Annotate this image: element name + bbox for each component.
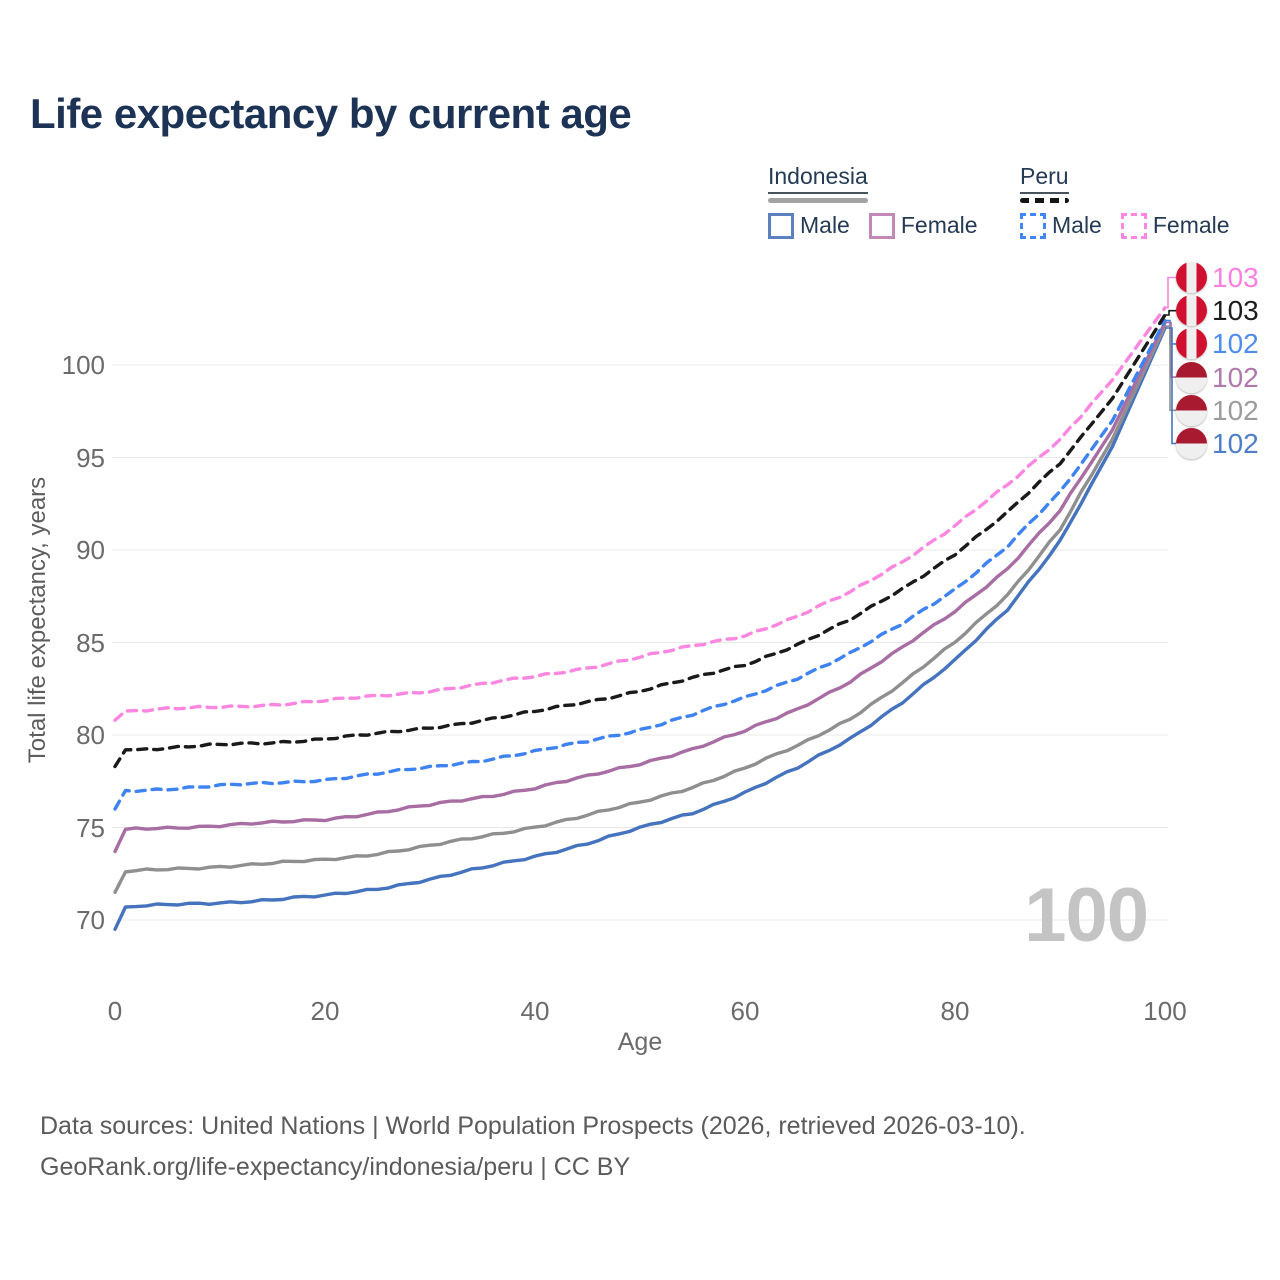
indonesia-total-line-sample xyxy=(768,198,868,203)
end-label-connector-indonesia xyxy=(1165,325,1176,412)
footer: Data sources: United Nations | World Pop… xyxy=(40,1106,1026,1188)
end-value-peru-male: 102 xyxy=(1212,328,1259,360)
end-label-connector-peru xyxy=(1165,309,1176,316)
end-value-indonesia-male: 102 xyxy=(1212,428,1259,459)
legend-item-indonesia-female[interactable]: Female xyxy=(868,212,978,239)
peru-flag-icon xyxy=(1176,262,1207,293)
indonesia-flag-icon xyxy=(1176,361,1207,393)
y-tick-75: 75 xyxy=(76,812,105,843)
legend-item-label: Female xyxy=(1152,212,1230,238)
end-value-peru-female: 103 xyxy=(1212,262,1259,293)
series-line-peru-male[interactable] xyxy=(113,318,1167,811)
end-label-connector-indonesia-female xyxy=(1165,321,1176,378)
indonesia-flag-icon xyxy=(1176,394,1207,426)
x-axis-title: Age xyxy=(617,1028,663,1056)
legend-header-peru[interactable]: Peru xyxy=(1020,163,1069,203)
indonesia-female-swatch-icon xyxy=(868,212,895,239)
indonesia-flag-icon xyxy=(1176,428,1207,459)
series-line-indonesia[interactable] xyxy=(113,324,1167,894)
series-line-indonesia-male[interactable] xyxy=(113,326,1167,931)
end-value-peru: 103 xyxy=(1212,295,1259,327)
legend-country-label: Indonesia xyxy=(768,163,868,194)
x-tick-80: 80 xyxy=(940,996,970,1026)
end-value-indonesia-female: 102 xyxy=(1212,361,1259,393)
y-tick-90: 90 xyxy=(76,535,105,565)
legend-item-label: Female xyxy=(900,212,978,238)
x-tick-60: 60 xyxy=(730,996,760,1026)
y-tick-70: 70 xyxy=(76,905,105,935)
legend-country-label: Peru xyxy=(1020,163,1069,194)
y-tick-80: 80 xyxy=(76,720,105,750)
y-tick-100: 100 xyxy=(61,350,105,380)
legend-item-indonesia-male[interactable]: Male xyxy=(768,212,850,239)
indonesia-male-swatch-icon xyxy=(768,212,794,239)
legend-item-label: Male xyxy=(1052,212,1102,238)
peru-flag-icon xyxy=(1176,328,1207,360)
legend-group-peru: Peru Male Female xyxy=(1020,163,1230,239)
series-line-peru[interactable] xyxy=(113,313,1167,769)
x-tick-20: 20 xyxy=(310,996,340,1026)
x-tick-40: 40 xyxy=(520,996,550,1026)
data-sources-line: Data sources: United Nations | World Pop… xyxy=(40,1112,1026,1140)
y-tick-95: 95 xyxy=(76,442,105,473)
x-tick-0: 0 xyxy=(107,996,123,1026)
peru-female-swatch-icon xyxy=(1120,212,1147,239)
end-value-indonesia: 102 xyxy=(1212,394,1259,426)
peru-total-line-sample xyxy=(1020,198,1069,203)
peru-flag-icon xyxy=(1176,295,1207,327)
attribution-line: GeoRank.org/life-expectancy/indonesia/pe… xyxy=(40,1153,631,1181)
legend-header-indonesia[interactable]: Indonesia xyxy=(768,163,868,203)
legend-item-peru-female[interactable]: Female xyxy=(1120,212,1230,239)
age-counter-watermark: 100 xyxy=(1024,873,1149,958)
y-tick-85: 85 xyxy=(76,627,105,658)
page-title: Life expectancy by current age xyxy=(30,90,632,137)
series-line-indonesia-female[interactable] xyxy=(113,320,1167,854)
end-label-connector-peru-female xyxy=(1165,276,1176,309)
legend-group-indonesia: Indonesia Male Female xyxy=(768,163,978,239)
peru-male-swatch-icon xyxy=(1020,212,1046,239)
y-axis-title: Total life expectancy, years xyxy=(24,476,51,764)
legend-item-label: Male xyxy=(800,212,850,238)
x-tick-100: 100 xyxy=(1143,996,1187,1026)
series-line-peru-female[interactable] xyxy=(113,306,1167,722)
legend-item-peru-male[interactable]: Male xyxy=(1020,212,1102,239)
end-label-connector-indonesia-male xyxy=(1165,327,1176,445)
